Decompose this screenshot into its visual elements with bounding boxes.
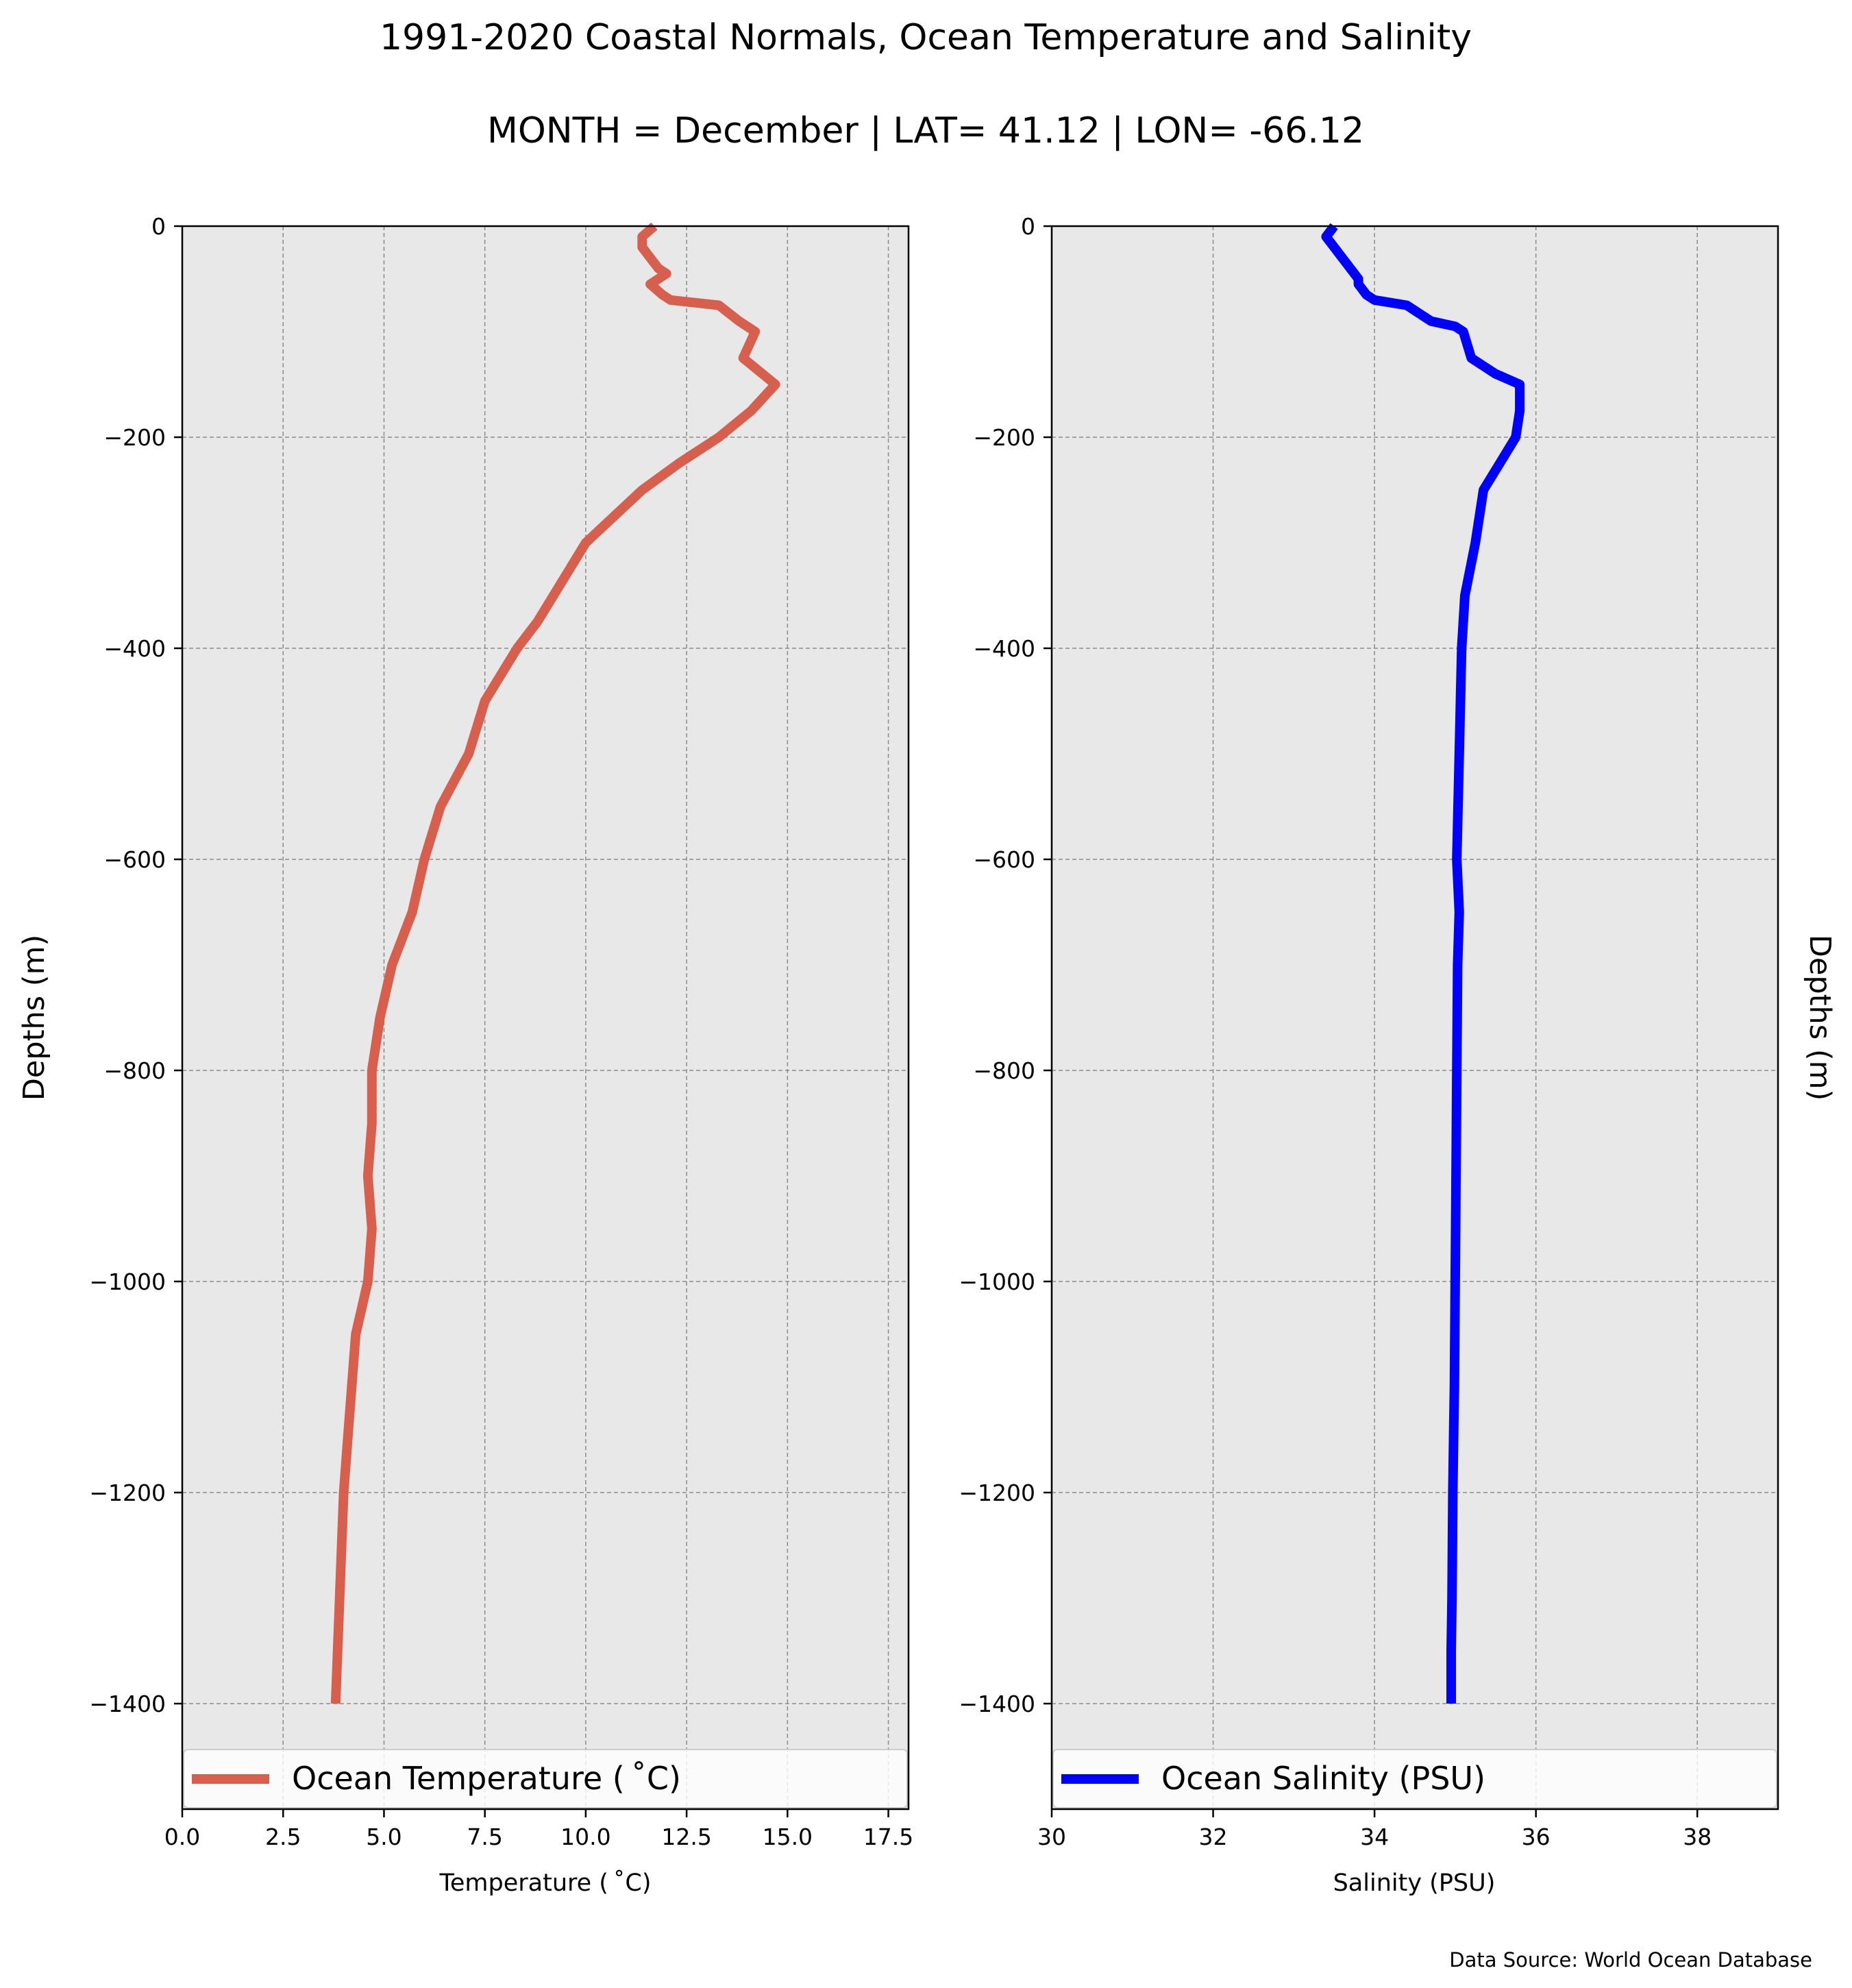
salinity-data-point bbox=[1461, 648, 1462, 649]
temperature-y-tick-label: −800 bbox=[103, 1057, 166, 1084]
salinity-legend-box bbox=[1052, 1749, 1777, 1808]
salinity-y-tick-label: −1200 bbox=[959, 1480, 1035, 1506]
temperature-axes-frame bbox=[181, 225, 910, 1811]
salinity-y-ticks: 0 −200 −400 −600 −800 −1000 −1200 −1400 bbox=[959, 213, 1052, 1717]
figure-subtitle: MONTH = December | LAT= 41.12 | LON= -66… bbox=[487, 110, 1364, 151]
temperature-data-point bbox=[371, 1123, 372, 1124]
temperature-data-point bbox=[501, 674, 502, 675]
salinity-line-layer bbox=[1321, 223, 1525, 1704]
temperature-legend-label: Ocean Temperature ( ˚C) bbox=[292, 1760, 681, 1797]
temperature-line-layer bbox=[330, 222, 780, 1704]
temperature-data-point bbox=[367, 1176, 368, 1177]
salinity-x-tick-label: 30 bbox=[1037, 1824, 1066, 1850]
temperature-x-tick-label: 5.0 bbox=[366, 1824, 402, 1850]
salinity-data-point bbox=[1358, 279, 1359, 280]
salinity-panel: Ocean Salinity (PSU) 30 32 34 36 38 0 −200 −40… bbox=[959, 213, 1837, 1897]
salinity-data-point bbox=[1499, 463, 1500, 464]
temperature-grid bbox=[182, 225, 909, 1809]
temperature-y-tick-label: −1400 bbox=[89, 1691, 166, 1717]
temperature-y-axis-label: Depths (m) bbox=[17, 935, 51, 1101]
temperature-x-tick-label: 15.0 bbox=[763, 1824, 813, 1850]
salinity-x-tick-label: 34 bbox=[1360, 1824, 1389, 1850]
salinity-profile-line bbox=[1321, 223, 1525, 1704]
salinity-data-point bbox=[1483, 490, 1484, 491]
temperature-data-point bbox=[371, 1070, 372, 1071]
temperature-y-tick-label: −1000 bbox=[89, 1268, 166, 1295]
temperature-data-point bbox=[484, 701, 485, 702]
temperature-x-tick-label: 2.5 bbox=[265, 1824, 301, 1850]
temperature-x-tick-label: 7.5 bbox=[467, 1824, 502, 1850]
temperature-x-tick-label: 17.5 bbox=[863, 1824, 913, 1850]
temperature-x-axis-label: Temperature ( ˚C) bbox=[439, 1869, 651, 1897]
temperature-data-point bbox=[367, 1281, 368, 1282]
salinity-data-point bbox=[1451, 1651, 1452, 1652]
salinity-x-tick-label: 32 bbox=[1199, 1824, 1228, 1850]
salinity-y-tick-label: −800 bbox=[973, 1057, 1035, 1084]
salinity-y-axis-label: Depths (m) bbox=[1803, 935, 1837, 1101]
salinity-y-tick-label: −600 bbox=[973, 846, 1035, 873]
salinity-y-tick-label: −1000 bbox=[959, 1268, 1035, 1295]
temperature-data-point bbox=[614, 516, 615, 517]
data-source-note: Data Source: World Ocean Database bbox=[1449, 1948, 1812, 1972]
temperature-x-tick-label: 0.0 bbox=[164, 1824, 200, 1850]
temperature-profile-line bbox=[330, 222, 780, 1704]
temperature-y-ticks: 0 −200 −400 −600 −800 −1000 −1200 −1400 bbox=[89, 213, 182, 1717]
temperature-y-tick-label: −200 bbox=[103, 424, 166, 451]
salinity-data-point bbox=[1457, 965, 1458, 966]
temperature-data-point bbox=[678, 463, 679, 464]
temperature-plot-area bbox=[182, 226, 909, 1809]
salinity-x-ticks: 30 32 34 36 38 bbox=[1037, 1809, 1712, 1850]
salinity-x-axis-label: Salinity (PSU) bbox=[1333, 1869, 1496, 1897]
salinity-data-point bbox=[1452, 1598, 1453, 1599]
temperature-data-point bbox=[666, 273, 667, 274]
temperature-data-point bbox=[670, 299, 671, 300]
figure-title: 1991-2020 Coastal Normals, Ocean Tempera… bbox=[380, 17, 1472, 58]
salinity-x-tick-label: 38 bbox=[1683, 1824, 1712, 1850]
salinity-data-point bbox=[1454, 1387, 1455, 1388]
salinity-legend: Ocean Salinity (PSU) bbox=[1052, 1749, 1777, 1808]
temperature-data-point bbox=[339, 1598, 340, 1599]
temperature-legend: Ocean Temperature ( ˚C) bbox=[183, 1749, 908, 1808]
temperature-x-tick-label: 12.5 bbox=[661, 1824, 711, 1850]
salinity-data-point bbox=[1456, 1176, 1457, 1177]
salinity-x-tick-label: 36 bbox=[1522, 1824, 1551, 1850]
temperature-x-tick-label: 10.0 bbox=[560, 1824, 610, 1850]
salinity-data-point bbox=[1495, 373, 1496, 374]
temperature-x-ticks: 0.0 2.5 5.0 7.5 10.0 12.5 15.0 17.5 bbox=[164, 1809, 913, 1850]
temperature-y-tick-label: −400 bbox=[103, 635, 166, 662]
salinity-y-tick-label: 0 bbox=[1021, 213, 1035, 240]
temperature-data-point bbox=[775, 384, 776, 385]
temperature-data-point bbox=[642, 490, 643, 491]
temperature-legend-box bbox=[183, 1749, 908, 1808]
salinity-plot-area bbox=[1052, 226, 1778, 1809]
salinity-axes-frame bbox=[1050, 225, 1779, 1811]
temperature-data-point bbox=[392, 965, 393, 966]
temperature-panel: Ocean Temperature ( ˚C) 0.0 2.5 5.0 7.5 10.0… bbox=[17, 213, 913, 1897]
temperature-data-point bbox=[751, 410, 752, 411]
temperature-y-tick-label: 0 bbox=[151, 213, 166, 240]
temperature-y-tick-label: −600 bbox=[103, 846, 166, 873]
temperature-data-point bbox=[351, 1387, 352, 1388]
salinity-legend-label: Ocean Salinity (PSU) bbox=[1161, 1760, 1485, 1797]
temperature-y-tick-label: −1200 bbox=[89, 1480, 166, 1506]
temperature-data-point bbox=[424, 859, 425, 860]
salinity-y-tick-label: −1400 bbox=[959, 1691, 1035, 1717]
temperature-data-point bbox=[642, 236, 643, 237]
salinity-y-tick-label: −400 bbox=[973, 635, 1035, 662]
salinity-data-point bbox=[1374, 299, 1375, 300]
salinity-y-tick-label: −200 bbox=[973, 424, 1035, 451]
